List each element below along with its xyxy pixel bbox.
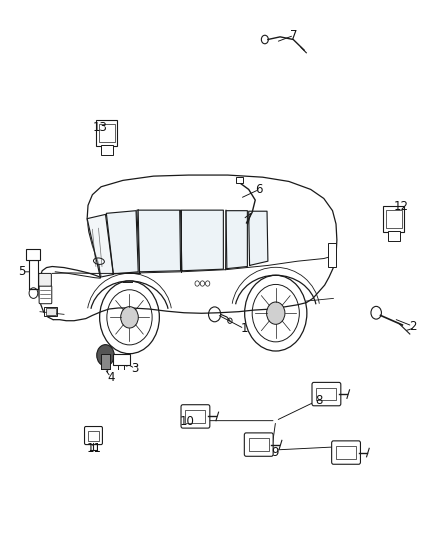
Bar bbox=[386, 210, 402, 228]
Bar bbox=[96, 120, 117, 146]
Circle shape bbox=[267, 302, 285, 324]
Bar bbox=[44, 307, 57, 317]
Text: 8: 8 bbox=[316, 394, 323, 407]
FancyBboxPatch shape bbox=[181, 405, 210, 428]
Text: 4: 4 bbox=[107, 370, 114, 384]
Bar bbox=[46, 309, 56, 316]
Bar bbox=[99, 124, 115, 142]
Text: 9: 9 bbox=[271, 446, 279, 459]
Polygon shape bbox=[106, 211, 138, 274]
Text: 5: 5 bbox=[18, 265, 25, 278]
Bar bbox=[249, 438, 269, 451]
Polygon shape bbox=[137, 210, 180, 272]
FancyBboxPatch shape bbox=[312, 382, 341, 406]
Bar bbox=[101, 146, 113, 155]
Bar bbox=[113, 354, 130, 365]
Circle shape bbox=[121, 306, 138, 328]
Bar bbox=[316, 387, 336, 400]
Circle shape bbox=[97, 345, 114, 366]
Bar bbox=[383, 206, 404, 232]
Text: 13: 13 bbox=[93, 120, 108, 134]
Text: 7: 7 bbox=[290, 29, 298, 42]
FancyBboxPatch shape bbox=[39, 273, 51, 286]
FancyBboxPatch shape bbox=[244, 433, 273, 456]
Text: 2: 2 bbox=[409, 320, 416, 333]
Text: 1: 1 bbox=[240, 322, 248, 335]
Text: 10: 10 bbox=[180, 415, 195, 428]
Bar bbox=[26, 249, 40, 260]
Bar bbox=[328, 243, 336, 266]
Polygon shape bbox=[87, 214, 113, 277]
FancyBboxPatch shape bbox=[332, 441, 360, 464]
Bar bbox=[236, 177, 244, 182]
Polygon shape bbox=[180, 210, 223, 271]
Bar bbox=[101, 354, 110, 368]
Text: 12: 12 bbox=[394, 200, 409, 213]
Text: 3: 3 bbox=[131, 362, 139, 375]
Bar bbox=[336, 446, 356, 459]
Text: 11: 11 bbox=[87, 442, 102, 455]
FancyBboxPatch shape bbox=[85, 426, 102, 445]
Text: 6: 6 bbox=[255, 183, 263, 196]
Bar bbox=[29, 260, 38, 289]
Polygon shape bbox=[249, 211, 268, 265]
Bar bbox=[185, 410, 205, 423]
Bar bbox=[88, 431, 99, 441]
FancyBboxPatch shape bbox=[39, 286, 52, 304]
Bar bbox=[388, 231, 400, 241]
Polygon shape bbox=[226, 211, 247, 269]
